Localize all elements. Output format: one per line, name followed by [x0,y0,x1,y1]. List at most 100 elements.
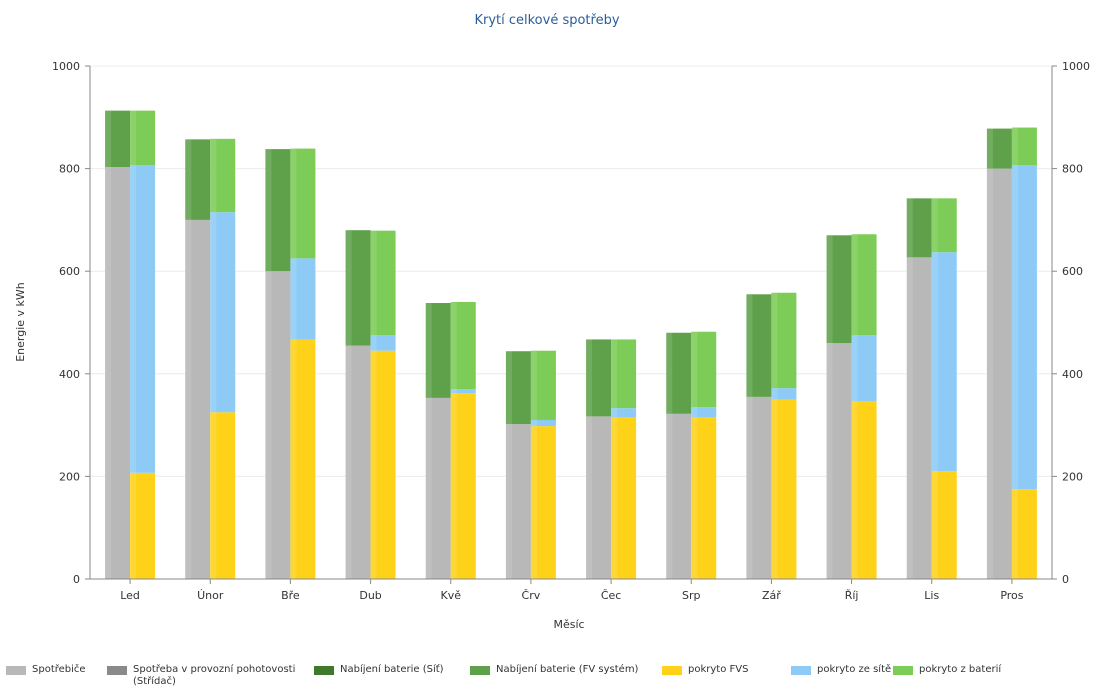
bar-segment [450,389,476,394]
legend-label: pokryto FVS [688,664,749,675]
bar-highlight [826,343,833,579]
bar-segment [746,396,772,579]
bar-segment [771,399,797,579]
bar-segment [265,149,291,272]
x-tick-label: Zář [762,589,781,602]
bar-segment [771,388,797,400]
bar-highlight [851,335,858,401]
legend-swatch [662,666,682,675]
bar-highlight [130,165,137,473]
legend-item: Spotřebiče [6,664,86,676]
legend-swatch [6,666,26,675]
gridlines [90,65,1052,477]
y-tick-label-left: 0 [73,573,80,586]
x-tick-label: Únor [197,589,224,602]
bar-segment [185,139,211,220]
bar-highlight [611,408,618,418]
bar-segment [611,417,637,579]
x-tick-label: Pros [1000,589,1023,602]
bar-highlight [986,168,993,579]
bar-segment [130,110,156,166]
bar-highlight [210,138,217,213]
y-tick-label-right: 800 [1062,163,1083,176]
bar-highlight [1011,489,1018,579]
bar-segment [265,271,291,579]
bar-segment [771,292,797,389]
bar-segment [425,397,451,579]
stacked-bar-chart: Krytí celkové spotřeby 0 0 200 200 400 400 600… [14,13,1090,631]
bar-highlight [1011,165,1018,490]
bar-highlight [345,345,352,579]
x-tick-label: Srp [682,589,701,602]
bar-segment [345,345,371,579]
bar-highlight [851,400,858,579]
bar-segment [666,413,692,579]
bar-segment [931,198,957,253]
bar-segment [931,471,957,579]
bar-highlight [906,198,913,258]
bar-segment [906,198,932,258]
bar-highlight [425,397,432,579]
bar-highlight [505,424,512,579]
bar-segment [130,472,156,579]
legend-swatch [893,666,913,675]
bar-segment [185,219,211,579]
bar-segment [210,212,236,413]
legend-swatch [470,666,490,675]
bar-highlight [185,139,192,220]
bar-highlight [210,412,217,579]
bar-segment [105,110,131,168]
bar-highlight [370,335,377,351]
y-tick-label-right: 400 [1062,368,1083,381]
bar-segment [450,301,476,390]
bar-highlight [586,339,593,417]
x-tick-label: Bře [281,589,300,602]
bar-highlight [746,294,753,397]
bar-highlight [130,110,137,166]
legend-item: Spotřeba v provozní pohotovosti (Střídač… [107,664,295,688]
x-tick-label: Kvě [441,589,462,602]
chart-title: Krytí celkové spotřeby [474,13,619,28]
bar-highlight [505,351,512,425]
legend-item: pokryto ze sítě [791,664,891,676]
x-tick-label: Lis [924,589,939,602]
bar-segment [986,128,1012,169]
bar-highlight [370,350,377,579]
bar-highlight [906,257,913,579]
y-tick-label-right: 1000 [1062,60,1090,73]
bar-segment [826,235,852,344]
bar-segment [370,350,396,579]
bar-segment [931,252,957,472]
bar-segment [450,393,476,579]
bar-highlight [931,252,938,472]
bar-highlight [611,339,618,409]
bar-segment [746,294,772,397]
legend-item: Nabíjení baterie (Síť) [314,664,444,676]
bar-segment [370,335,396,351]
bar-segment [345,230,371,346]
bar-segment [691,407,717,418]
bar-segment [851,335,877,401]
bar-highlight [530,426,537,579]
y-axis-label: Energie v kWh [14,282,27,362]
bar-segment [505,351,531,425]
x-tick-label: Čec [601,589,622,602]
bar-highlight [771,292,778,389]
bar-highlight [370,230,377,336]
legend-swatch [107,666,127,675]
bar-highlight [210,212,217,413]
bar-segment [906,257,932,579]
bar-segment [290,148,316,259]
legend-label: Spotřebiče [32,664,86,675]
bar-segment [691,417,717,579]
bar-segment [370,230,396,336]
bar-highlight [265,271,272,579]
bar-highlight [290,148,297,259]
bar-highlight [746,396,753,579]
bar-highlight [931,198,938,253]
bar-highlight [105,167,112,579]
y-tick-label-right: 0 [1062,573,1069,586]
bar-segment [851,234,877,336]
axes: 0 0 200 200 400 400 600 600 800 800 1000 1000 Led Úno… [52,60,1090,602]
x-tick-label: Dub [359,589,381,602]
